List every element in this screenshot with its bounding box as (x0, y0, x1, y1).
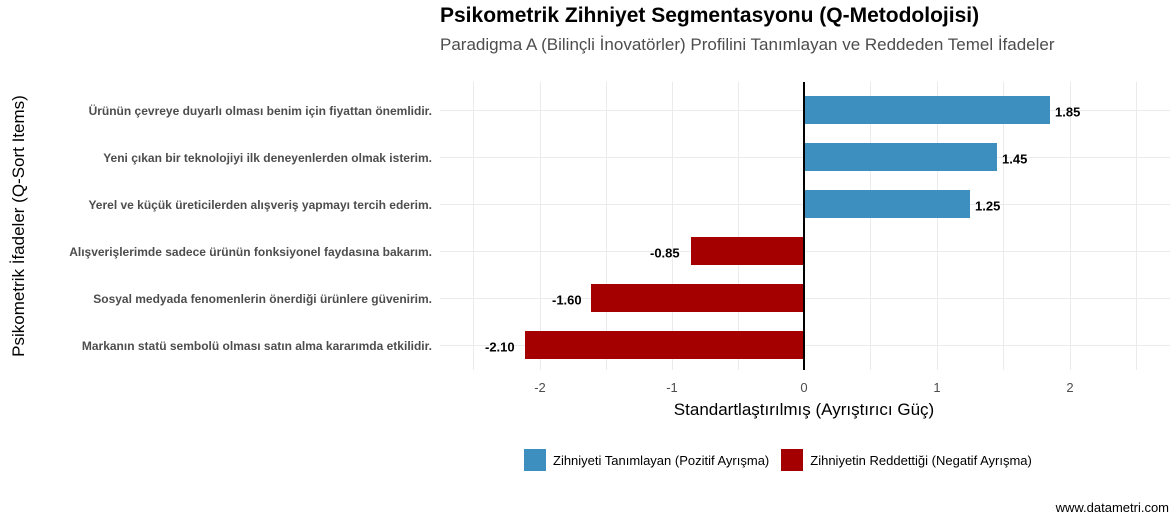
legend-item-negative: Zihniyetin Reddettiği (Negatif Ayrışma) (781, 449, 1032, 471)
grid-line (672, 82, 673, 370)
value-label: 1.45 (1002, 151, 1028, 167)
legend-swatch-positive (524, 449, 546, 471)
grid-line (1070, 82, 1071, 370)
grid-line-minor (738, 82, 739, 370)
grid-line-minor (606, 82, 607, 370)
category-label: Ürünün çevreye duyarlı olması benim için… (88, 104, 432, 118)
source-credit: www.datametri.com (1055, 500, 1169, 515)
bar-negative (691, 237, 804, 265)
grid-line-minor (870, 82, 871, 370)
legend-swatch-negative (781, 449, 804, 471)
zero-line (803, 82, 805, 370)
value-label: -2.10 (485, 339, 515, 355)
legend: Zihniyeti Tanımlayan (Pozitif Ayrışma) Z… (524, 449, 1044, 471)
category-label: Alışverişlerimde sadece ürünün fonksiyon… (69, 245, 432, 259)
value-label: -0.85 (650, 245, 680, 261)
grid-line (440, 298, 1170, 299)
x-tick-label: -2 (534, 380, 546, 395)
legend-label-negative: Zihniyetin Reddettiği (Negatif Ayrışma) (810, 452, 1032, 468)
bar-positive (805, 143, 997, 171)
value-label: 1.85 (1055, 104, 1081, 120)
legend-label-positive: Zihniyeti Tanımlayan (Pozitif Ayrışma) (553, 452, 770, 468)
x-axis-label: Standartlaştırılmış (Ayrıştırıcı Güç) (673, 400, 935, 419)
grid-line (440, 345, 1170, 346)
category-label: Yeni çıkan bir teknolojiyi ilk deneyenle… (103, 151, 432, 165)
x-tick-label: 1 (933, 380, 941, 395)
legend-item-positive: Zihniyeti Tanımlayan (Pozitif Ayrışma) (524, 449, 769, 471)
bar-positive (805, 190, 970, 218)
value-label: -1.60 (552, 292, 582, 308)
chart-title: Psikometrik Zihniyet Segmentasyonu (Q-Me… (440, 4, 980, 27)
grid-line (540, 82, 541, 370)
x-tick-label: -1 (666, 380, 678, 395)
x-tick-label: 2 (1066, 380, 1074, 395)
category-label: Sosyal medyada fenomenlerin önerdiği ürü… (93, 292, 432, 306)
chart-subtitle: Paradigma A (Bilinçli İnovatörler) Profi… (440, 35, 1055, 54)
x-tick-label: 0 (800, 380, 808, 395)
bar-negative (525, 331, 804, 359)
grid-line-minor (1003, 82, 1004, 370)
grid-line-minor (1136, 82, 1137, 370)
grid-line (440, 251, 1170, 252)
bar-positive (805, 96, 1050, 124)
value-label: 1.25 (975, 198, 1001, 214)
category-label: Markanın statü sembolü olması satın alma… (81, 339, 432, 353)
grid-line (937, 82, 938, 370)
grid-line-minor (473, 82, 474, 370)
category-label: Yerel ve küçük üreticilerden alışveriş y… (88, 198, 432, 212)
bar-negative (591, 284, 804, 312)
